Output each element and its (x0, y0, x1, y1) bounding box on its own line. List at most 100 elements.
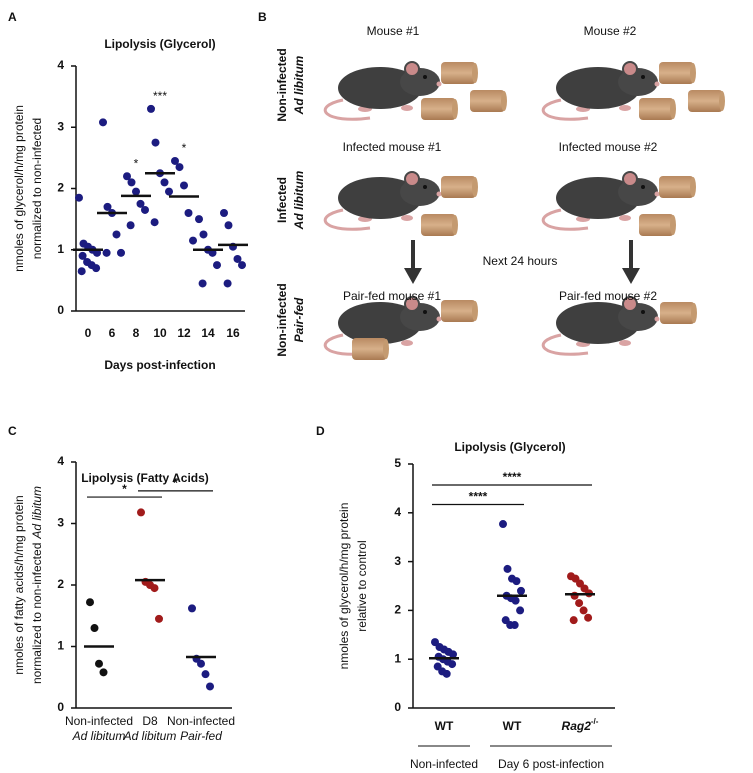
caption: Infected mouse #2 (559, 140, 658, 154)
food-pellet-end (670, 215, 676, 235)
food-pellet-end (690, 177, 696, 197)
food-pellet (441, 176, 476, 198)
y-axis-label: normalized to non-infected (30, 118, 44, 259)
x-tick-label: Ad libitum (123, 729, 177, 743)
data-point (151, 138, 160, 147)
mouse-tail (541, 98, 589, 121)
y-tick-label: 2 (57, 181, 64, 195)
mouse-foot (401, 215, 413, 221)
data-point (155, 614, 163, 623)
mouse-tail (541, 208, 589, 231)
x-tick-label-part: 10 (153, 326, 167, 340)
mouse-nose (654, 316, 660, 322)
data-point (102, 248, 111, 257)
data-point (95, 659, 103, 668)
x-tick-label-part: WT (503, 719, 522, 733)
data-point (165, 187, 173, 196)
data-point (510, 621, 519, 630)
x-tick-label: 14 (201, 326, 215, 340)
mouse-body (556, 67, 640, 109)
y-axis-label-italic: Ad libitum (30, 486, 44, 540)
mouse-foot (619, 215, 631, 221)
data-point (150, 218, 159, 227)
data-point (92, 264, 101, 273)
x-tick-label-part: 12 (177, 326, 191, 340)
mouse-eye (641, 185, 645, 189)
y-axis-label-part: nmoles of fatty acids/h/mg protein (12, 495, 26, 674)
data-point (137, 508, 145, 517)
row-label: Infected (275, 177, 289, 223)
data-point (511, 596, 520, 605)
panel-letter: D (316, 424, 325, 438)
food-pellet (659, 176, 694, 198)
food-pellet (639, 214, 674, 236)
data-point (199, 230, 208, 239)
data-point (442, 669, 451, 678)
x-tick-label: WT (435, 719, 454, 733)
data-point (517, 586, 525, 595)
mouse-eye (641, 75, 645, 79)
group-label: Non-infected (410, 757, 478, 771)
data-point (99, 668, 108, 677)
y-axis-label-part: nmoles of glycerol/h/mg protein (337, 503, 351, 670)
data-point (126, 221, 135, 230)
food-pellet-end (472, 63, 478, 83)
x-tick-label: Non-infected (65, 714, 133, 728)
data-point (570, 591, 579, 600)
food-pellet (421, 214, 456, 236)
mouse-foot (401, 105, 413, 111)
mouse-foot (619, 340, 631, 346)
data-point (569, 616, 578, 625)
mouse-tail (323, 208, 371, 231)
data-point (206, 682, 214, 691)
food-pellet (688, 90, 723, 112)
mouse-foot (401, 340, 413, 346)
food-pellet (441, 62, 476, 84)
mouse-body (556, 302, 640, 344)
data-point (171, 156, 179, 165)
x-axis-label: Days post-infection (104, 358, 215, 372)
data-point (448, 660, 457, 669)
x-tick-label-part: 16 (226, 326, 240, 340)
data-point (86, 598, 94, 607)
mouse-ear (622, 296, 638, 312)
food-pellet-end (472, 301, 478, 321)
mouse-body (338, 177, 422, 219)
data-point (575, 599, 584, 608)
mouse-eye (423, 185, 427, 189)
x-tick-label: 12 (177, 326, 191, 340)
arrow-head (622, 268, 640, 284)
significance-label: * (173, 476, 178, 490)
food-pellet-end (501, 91, 507, 111)
transition-label: Next 24 hours (483, 254, 558, 268)
mouse-tail (541, 333, 589, 356)
data-point (503, 564, 512, 573)
mouse-body (556, 177, 640, 219)
y-tick-label: 3 (57, 516, 64, 530)
x-tick-label: D8 (142, 714, 158, 728)
x-tick-label: 0 (85, 326, 92, 340)
mouse-nose (654, 81, 660, 87)
y-axis-label-part: nmoles of glycerol/h/mg protein (12, 105, 26, 272)
data-point (220, 209, 228, 217)
mouse-eye (423, 75, 427, 79)
food-pellet-end (690, 63, 696, 83)
data-point (233, 254, 242, 263)
caption: Pair-fed mouse #2 (559, 289, 657, 303)
panel-letter: A (8, 10, 17, 24)
food-pellet (421, 98, 456, 120)
data-point (201, 670, 210, 679)
x-tick-label-part: 8 (133, 326, 140, 340)
y-tick-label: 0 (57, 700, 64, 714)
data-point (224, 221, 233, 230)
x-tick-label: Ad libitum (72, 729, 126, 743)
data-point (103, 202, 112, 211)
data-point (198, 279, 207, 288)
mouse-ear (404, 171, 420, 187)
x-tick-label: Rag2-/- (562, 717, 599, 733)
mouse-ear (622, 171, 638, 187)
caption: Pair-fed mouse #1 (343, 289, 441, 303)
data-point (112, 230, 121, 239)
data-point (136, 199, 145, 208)
data-point (78, 251, 87, 260)
